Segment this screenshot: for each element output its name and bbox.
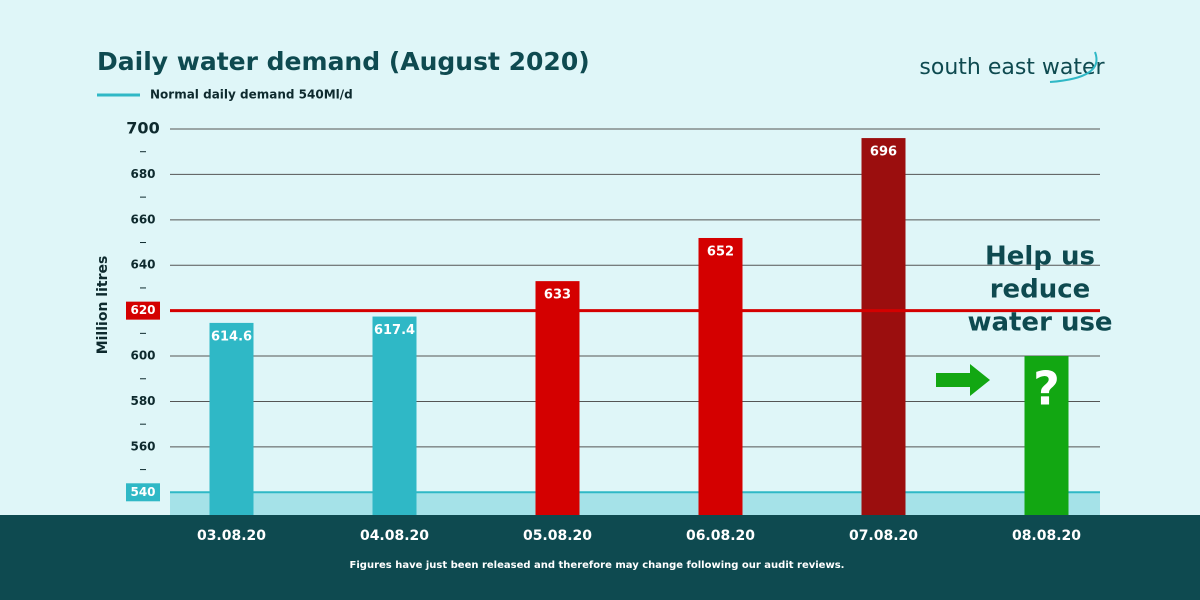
y-axis-label: Million litres xyxy=(95,256,111,355)
tick-highlight xyxy=(126,301,160,320)
y-tick-label: 560 xyxy=(130,439,155,453)
value-label: 696 xyxy=(870,145,897,160)
y-tick-label: 540 xyxy=(130,485,155,499)
value-label: 652 xyxy=(707,244,734,259)
bar xyxy=(372,316,417,515)
callout: reduce xyxy=(990,275,1091,305)
x-tick-label: 06.08.20 xyxy=(686,528,755,544)
y-tick-label: 600 xyxy=(130,349,155,363)
bar xyxy=(535,281,580,515)
callout: Help us xyxy=(985,242,1095,272)
footnote: Figures have just been released and ther… xyxy=(350,560,845,571)
y-tick-label: 700 xyxy=(126,119,159,138)
x-tick-label: 05.08.20 xyxy=(523,528,592,544)
y-tick-label: 640 xyxy=(130,258,155,272)
value-label: 614.6 xyxy=(211,329,252,344)
y-tick-label: 620 xyxy=(130,303,155,317)
value-label: 633 xyxy=(544,288,571,303)
legend-label: Normal daily demand 540Ml/d xyxy=(150,88,353,102)
bar xyxy=(209,322,254,515)
footer-band xyxy=(0,515,1200,600)
logo-swoosh xyxy=(1049,51,1098,83)
y-tick-label: 660 xyxy=(130,212,155,226)
y-tick-label: 680 xyxy=(130,167,155,181)
callout: water use xyxy=(967,308,1112,338)
bar xyxy=(698,237,743,516)
value-label: 617.4 xyxy=(374,323,415,338)
chart-title: Daily water demand (August 2020) xyxy=(97,47,590,76)
tick-highlight xyxy=(126,483,160,502)
arrow xyxy=(936,364,990,396)
normal-demand-band xyxy=(170,492,1100,515)
x-tick-label: 07.08.20 xyxy=(849,528,918,544)
x-tick-label: 04.08.20 xyxy=(360,528,429,544)
y-tick-label: 580 xyxy=(130,394,155,408)
x-tick-label: 08.08.20 xyxy=(1012,528,1081,544)
brand-logo: south east water xyxy=(919,55,1105,80)
bar-mark: ? xyxy=(1033,362,1060,416)
x-tick-label: 03.08.20 xyxy=(197,528,266,544)
bar xyxy=(861,138,906,516)
bar xyxy=(1024,356,1069,515)
